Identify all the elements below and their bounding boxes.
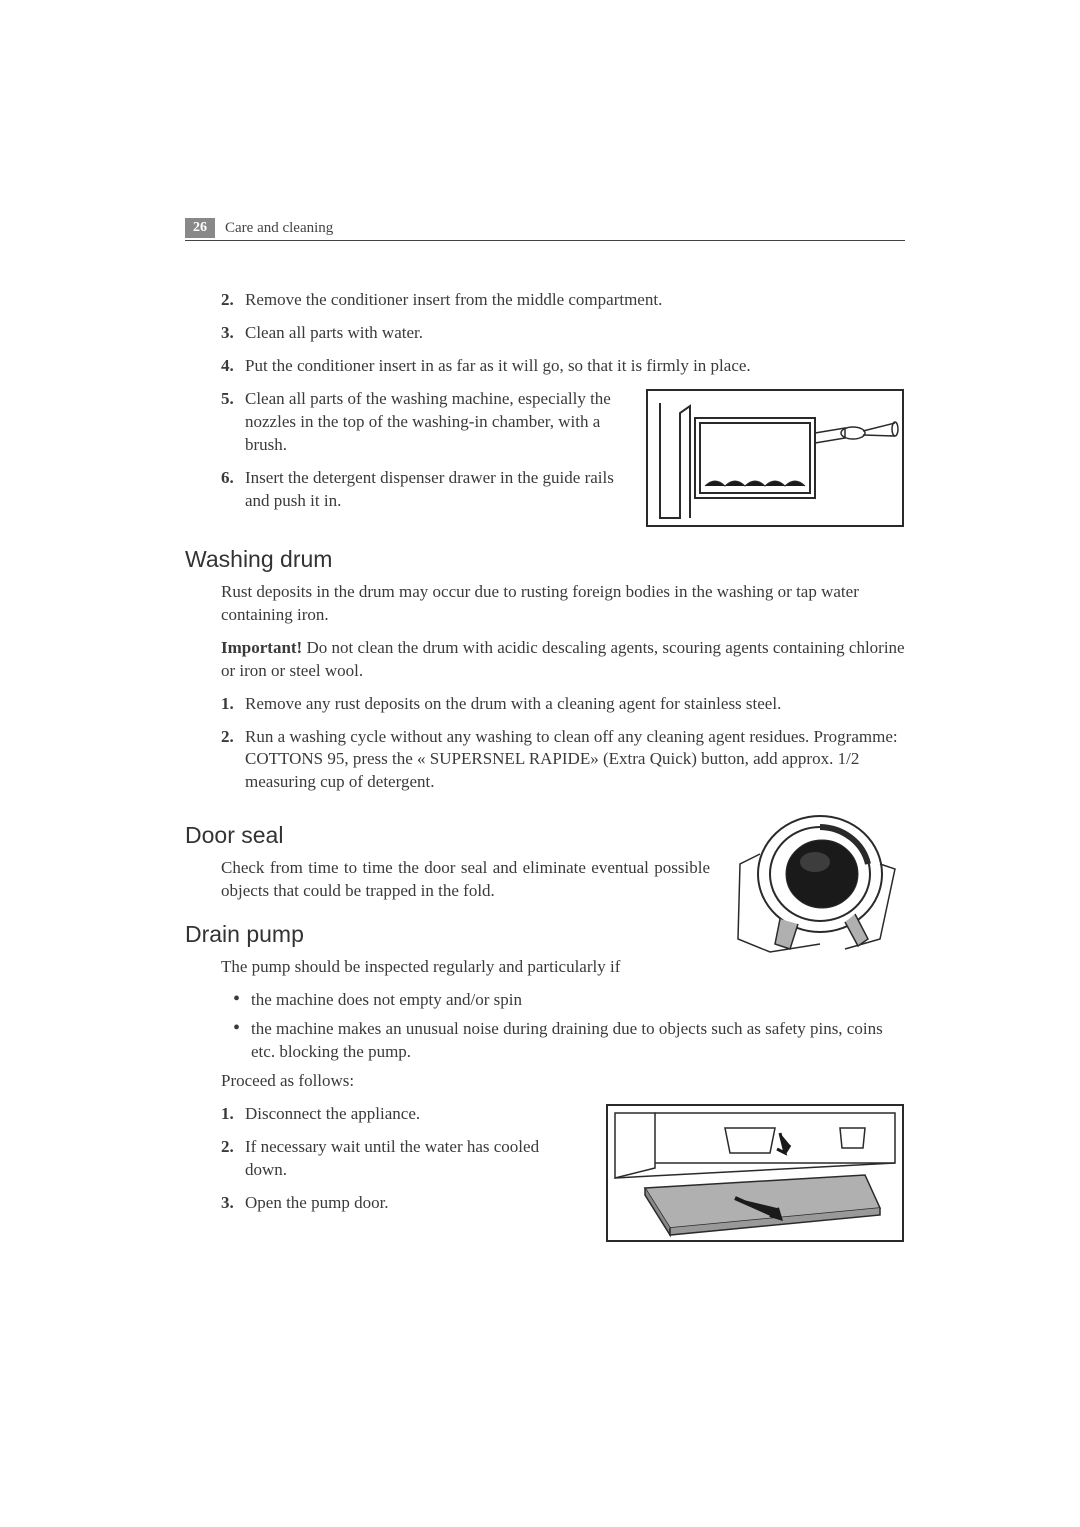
list-number: 6. [221, 467, 245, 513]
list-number: 2. [221, 726, 245, 795]
list-text: Insert the detergent dispenser drawer in… [245, 467, 625, 513]
list-text: Disconnect the appliance. [245, 1103, 585, 1126]
list-item: 5. Clean all parts of the washing machin… [221, 388, 625, 457]
page-number: 26 [185, 218, 215, 238]
washing-drum-important: Important! Do not clean the drum with ac… [221, 637, 905, 683]
list-number: 1. [221, 693, 245, 716]
list-item: 2. Run a washing cycle without any washi… [221, 726, 905, 795]
dispenser-drawer-illustration [645, 388, 905, 528]
list-text: Put the conditioner insert in as far as … [245, 355, 905, 378]
bullet-item: • the machine does not empty and/or spin [221, 989, 905, 1012]
list-item: 2. Remove the conditioner insert from th… [221, 289, 905, 312]
door-seal-text: Check from time to time the door seal an… [221, 857, 710, 903]
pump-door-illustration [605, 1103, 905, 1243]
list-text: Remove any rust deposits on the drum wit… [245, 693, 905, 716]
list-number: 3. [221, 322, 245, 345]
list-text: Clean all parts with water. [245, 322, 905, 345]
page-header: 26 Care and cleaning [185, 218, 905, 241]
list-item: 3. Clean all parts with water. [221, 322, 905, 345]
bullet-dot: • [233, 1018, 251, 1064]
drain-pump-intro: The pump should be inspected regularly a… [221, 956, 905, 979]
list-item: 6. Insert the detergent dispenser drawer… [221, 467, 625, 513]
list-number: 2. [221, 1136, 245, 1182]
list-number: 4. [221, 355, 245, 378]
bullet-item: • the machine makes an unusual noise dur… [221, 1018, 905, 1064]
important-text: Do not clean the drum with acidic descal… [221, 638, 905, 680]
list-item: 1. Disconnect the appliance. [221, 1103, 585, 1126]
header-section-title: Care and cleaning [225, 220, 333, 237]
bullet-text: the machine makes an unusual noise durin… [251, 1018, 905, 1064]
important-label: Important! [221, 638, 302, 657]
list-text: If necessary wait until the water has co… [245, 1136, 585, 1182]
door-seal-heading: Door seal [185, 822, 710, 849]
proceed-text: Proceed as follows: [221, 1070, 905, 1093]
list-text: Remove the conditioner insert from the m… [245, 289, 905, 312]
washing-drum-heading: Washing drum [185, 546, 905, 573]
list-number: 3. [221, 1192, 245, 1215]
list-text: Open the pump door. [245, 1192, 585, 1215]
drain-pump-heading: Drain pump [185, 921, 710, 948]
washing-drum-intro: Rust deposits in the drum may occur due … [221, 581, 905, 627]
bullet-text: the machine does not empty and/or spin [251, 989, 522, 1012]
list-item: 1. Remove any rust deposits on the drum … [221, 693, 905, 716]
list-item: 3. Open the pump door. [221, 1192, 585, 1215]
list-item: 4. Put the conditioner insert in as far … [221, 355, 905, 378]
list-number: 5. [221, 388, 245, 457]
door-seal-illustration [730, 804, 905, 954]
list-text: Run a washing cycle without any washing … [245, 726, 905, 795]
list-item: 2. If necessary wait until the water has… [221, 1136, 585, 1182]
list-number: 2. [221, 289, 245, 312]
bullet-dot: • [233, 989, 251, 1012]
list-text: Clean all parts of the washing machine, … [245, 388, 625, 457]
list-number: 1. [221, 1103, 245, 1126]
